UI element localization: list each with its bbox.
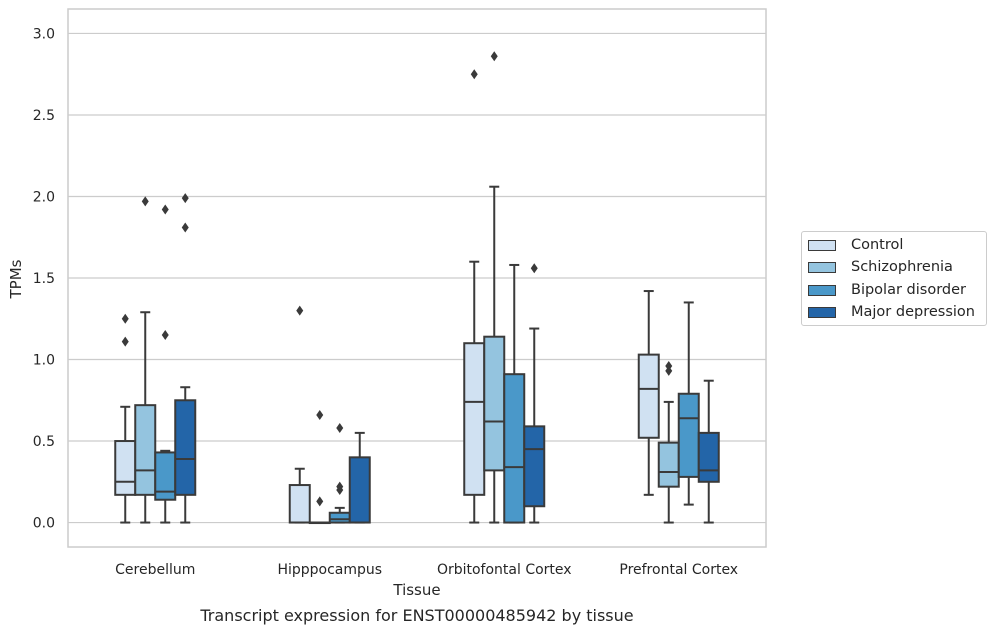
outlier-point (161, 204, 169, 215)
box-3-3 (697, 379, 720, 524)
box-body (288, 484, 311, 524)
box-body (503, 373, 526, 524)
legend-label-major-depression: Major depression (851, 304, 975, 320)
box-body (114, 440, 137, 496)
box-1-0 (134, 196, 157, 524)
legend-swatch-control (808, 239, 836, 251)
outlier-point (665, 361, 673, 372)
box-0-2 (463, 69, 486, 524)
box-3-2 (523, 263, 546, 524)
x-tick-label: Hipppocampus (277, 562, 382, 578)
y-axis-label: TPMs (7, 259, 25, 299)
outlier-point (296, 305, 304, 316)
box-body (174, 399, 197, 496)
box-body (697, 431, 720, 483)
box-body (483, 335, 506, 472)
box-body (637, 353, 660, 439)
x-tick-labels: Cerebellum Hipppocampus Orbitofontal Corte… (115, 562, 738, 578)
x-axis-label: Tissue (392, 581, 440, 599)
box-2-0 (154, 204, 177, 524)
box-3-0 (174, 193, 197, 524)
y-tick-label: 0.0 (33, 516, 55, 532)
outlier-point (490, 51, 498, 62)
outlier-point (316, 496, 324, 507)
legend-label-bipolar: Bipolar disorder (851, 282, 966, 298)
x-tick-label: Orbitofontal Cortex (437, 562, 572, 578)
box-2-3 (677, 301, 700, 506)
y-tick-label: 2.0 (33, 189, 55, 205)
box-0-0 (114, 313, 137, 524)
outlier-point (181, 193, 189, 204)
box-body (154, 451, 177, 501)
outlier-point (530, 263, 538, 274)
outlier-point (336, 481, 344, 492)
legend-swatch-schizophrenia (808, 261, 836, 273)
plot-frame (67, 8, 767, 548)
box-2-1 (328, 422, 351, 524)
y-tick-label: 2.5 (33, 108, 55, 124)
outlier-point (181, 222, 189, 233)
y-tick-label: 1.0 (33, 353, 55, 369)
outlier-point (336, 422, 344, 433)
box-body (134, 404, 157, 496)
x-tick-label: Cerebellum (115, 562, 195, 578)
outlier-point (141, 196, 149, 207)
box-body (328, 511, 351, 524)
y-tick-label: 3.0 (33, 26, 55, 42)
x-tick-label: Prefrontal Cortex (619, 562, 738, 578)
outlier-point (161, 330, 169, 341)
box-1-2 (483, 51, 506, 524)
legend-label-schizophrenia: Schizophrenia (851, 259, 953, 275)
y-tick-label: 0.5 (33, 434, 55, 450)
outlier-point (470, 69, 478, 80)
legend: Control Schizophrenia Bipolar disorder M… (801, 231, 987, 326)
box-body (348, 456, 371, 524)
outlier-point (121, 336, 129, 347)
legend-swatch-bipolar (808, 284, 836, 296)
box-3-1 (348, 431, 371, 524)
legend-item-bipolar: Bipolar disorder (808, 280, 966, 300)
box-0-3 (637, 290, 660, 496)
legend-item-major-depression: Major depression (808, 302, 975, 322)
legend-swatch-major-depression (808, 306, 836, 318)
legend-item-control: Control (808, 235, 903, 255)
box-body (677, 392, 700, 478)
box-2-2 (503, 263, 526, 524)
box-layer (114, 51, 720, 525)
outlier-point (121, 313, 129, 324)
y-tick-labels: 0.0 0.5 1.0 1.5 2.0 2.5 3.0 (33, 26, 55, 531)
box-body (657, 441, 680, 488)
figure-caption: Transcript expression for ENST0000048594… (200, 606, 634, 625)
box-1-3 (657, 361, 680, 524)
box-0-1 (288, 305, 311, 524)
box-body (523, 425, 546, 508)
legend-item-schizophrenia: Schizophrenia (808, 257, 953, 277)
box-body (463, 342, 486, 496)
box-1-1 (308, 409, 331, 525)
outlier-point (316, 409, 324, 420)
y-tick-label: 1.5 (33, 271, 55, 287)
legend-label-control: Control (851, 237, 904, 253)
